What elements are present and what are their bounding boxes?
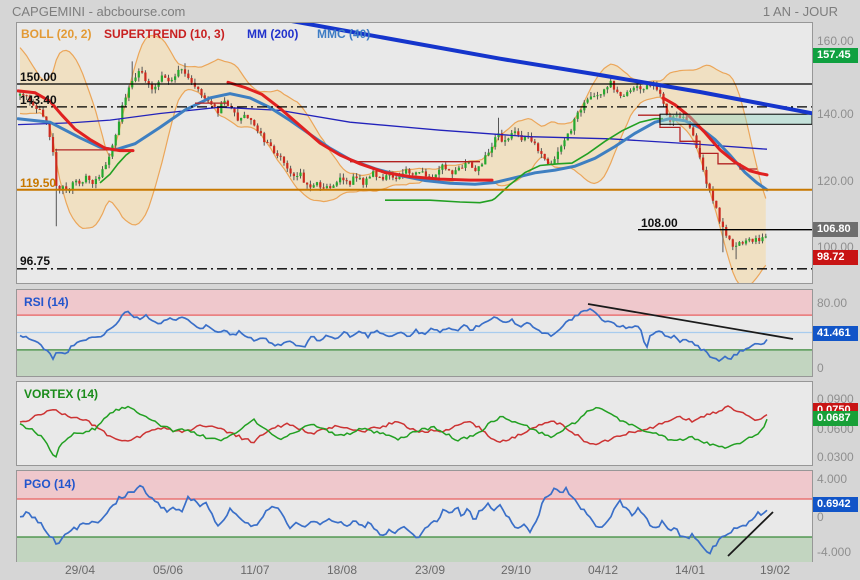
vortex-axis-tick: 0.0900 <box>817 392 854 406</box>
pgo-value-badge: 0.6942 <box>813 497 858 512</box>
bollinger-band-fill <box>20 35 766 283</box>
x-axis-date-label: 29/04 <box>64 563 96 577</box>
pgo-line <box>19 484 768 555</box>
timeframe-label: 1 AN - JOUR <box>762 4 838 19</box>
pgo-indicator-panel[interactable] <box>16 470 813 562</box>
vortex-axis-tick: 0.0300 <box>817 450 854 464</box>
supertrend-line-1 <box>226 80 494 182</box>
vortex-indicator-panel[interactable] <box>16 381 813 466</box>
rsi-trendline[interactable] <box>587 303 794 340</box>
x-axis-date-label: 23/09 <box>414 563 446 577</box>
rsi-indicator-panel[interactable] <box>16 289 813 377</box>
x-axis-date-label: 19/02 <box>759 563 791 577</box>
supertrend-line-2 <box>661 96 769 177</box>
rsi-oversold-zone <box>17 350 812 376</box>
x-axis-date-label: 05/06 <box>152 563 184 577</box>
pgo-axis-tick: 0 <box>817 510 824 524</box>
x-axis-date-label: 29/10 <box>500 563 532 577</box>
legend-item-0: BOLL (20, 2) <box>21 27 92 41</box>
x-axis-date-label: 04/12 <box>587 563 619 577</box>
bollinger-lower-line <box>19 88 767 283</box>
pgo-upper-zone <box>17 471 812 499</box>
mmc40-line <box>17 92 769 192</box>
vortex-label: VORTEX (14) <box>24 387 99 401</box>
pgo-axis-tick: 4.000 <box>817 472 848 486</box>
legend-item-3: MMC (40) <box>317 27 371 41</box>
rsi-axis-tick: 0 <box>817 361 824 375</box>
supertrend-line-0 <box>17 89 135 153</box>
level-label-143-40: 143.40 <box>20 93 57 107</box>
x-axis-date-label: 18/08 <box>326 563 358 577</box>
level-label-96-75: 96.75 <box>20 254 51 268</box>
level-label-119-50: 119.50 <box>20 176 57 190</box>
mm200-line <box>291 23 812 116</box>
supertrend-stop-green-1 <box>385 117 663 204</box>
price-badge-last: 106.80 <box>813 222 858 237</box>
pgo-axis-tick: -4.000 <box>817 545 852 559</box>
level-label-150: 150.00 <box>20 70 57 84</box>
level-label-108: 108.00 <box>641 216 678 230</box>
price-axis-tick: 160.00 <box>817 34 854 48</box>
price-axis-tick: 120.00 <box>817 174 854 188</box>
legend-item-2: MM (200) <box>247 27 299 41</box>
supply-zone-rect[interactable] <box>659 113 812 125</box>
price-badge-period-high: 157.45 <box>813 48 858 63</box>
main-price-chart[interactable] <box>16 22 813 284</box>
rsi-line <box>19 307 768 363</box>
rsi-overbought-zone <box>17 290 812 315</box>
supertrend-stop-green-0 <box>99 149 134 184</box>
instrument-title: CAPGEMINI - abcbourse.com <box>12 4 186 19</box>
price-badge-period-low: 98.72 <box>813 250 858 265</box>
rsi-axis-tick: 80.00 <box>817 296 848 310</box>
rsi-label: RSI (14) <box>24 295 69 309</box>
pgo-lower-zone <box>17 537 812 562</box>
price-axis-tick: 140.00 <box>817 107 854 121</box>
legend-item-1: SUPERTREND (10, 3) <box>104 27 225 41</box>
rsi-value-badge: 41.461 <box>813 326 858 341</box>
pgo-trendline[interactable] <box>727 511 774 557</box>
pgo-label: PGO (14) <box>24 477 76 491</box>
vortex-green-badge: 0.0687 <box>813 411 858 426</box>
x-axis-date-label: 14/01 <box>674 563 706 577</box>
x-axis-date-label: 11/07 <box>240 563 270 577</box>
vortex-plus-line <box>19 405 768 458</box>
vortex-minus-line <box>19 405 768 446</box>
